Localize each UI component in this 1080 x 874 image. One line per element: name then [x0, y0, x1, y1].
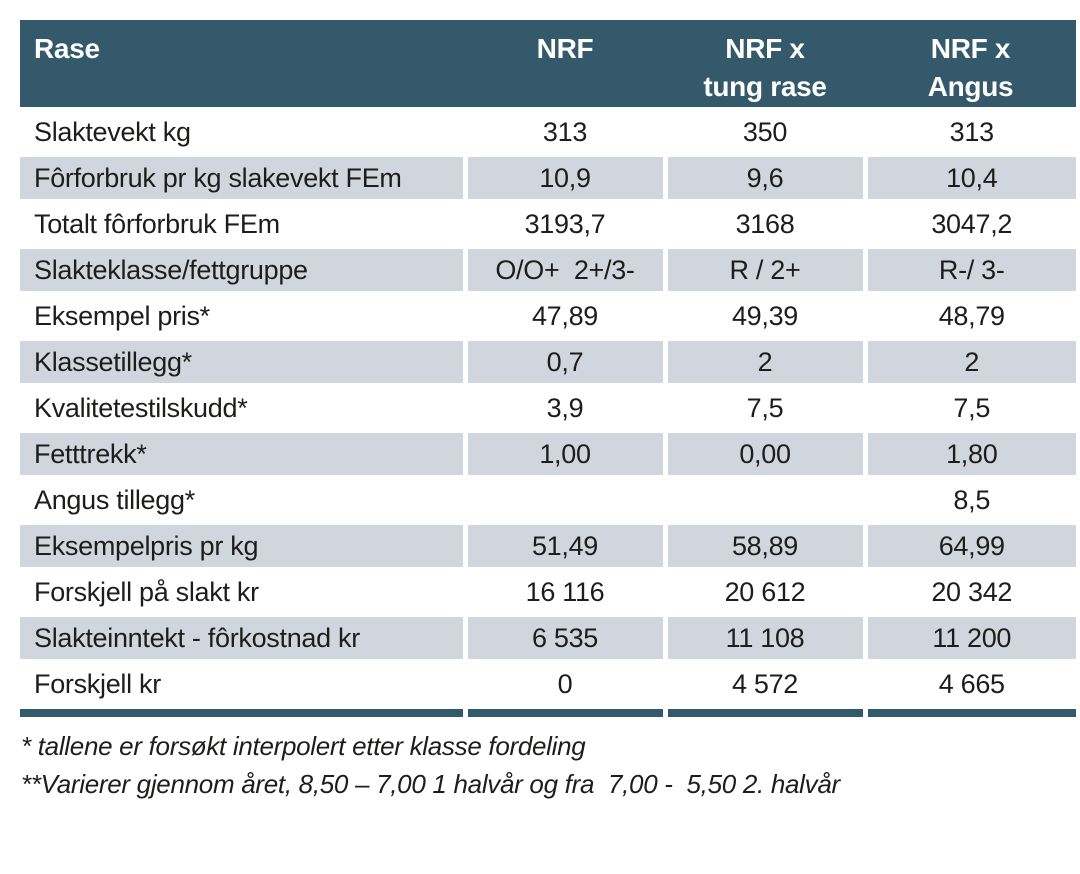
cell-value: 0,7 [462, 337, 665, 385]
column-header-nrf-angus: NRF x Angus [865, 20, 1076, 109]
cell-value: 0,00 [662, 429, 865, 477]
cell-value: 10,9 [462, 153, 665, 201]
cell-value: 20 342 [862, 567, 1076, 615]
footnote-1: * tallene er forsøkt interpolert etter k… [21, 731, 586, 761]
header-label: Rase [34, 33, 100, 64]
cell-value: 4 665 [862, 659, 1076, 707]
column-header-rase: Rase [20, 20, 465, 109]
row-label: Slakteinntekt - fôrkostnad kr [20, 613, 465, 661]
cell-value: 6 535 [462, 613, 665, 661]
rule-segment [662, 705, 865, 717]
table-row: Fetttrekk* 1,00 0,00 1,80 [20, 429, 1076, 477]
table-row: Kvalitetestilskudd* 3,9 7,5 7,5 [20, 383, 1076, 431]
cell-value: 2 [662, 337, 865, 385]
row-label: Eksempel pris* [20, 291, 465, 339]
row-label: Slaktevekt kg [20, 107, 465, 155]
cell-value: 11 108 [662, 613, 865, 661]
cell-value: 16 116 [462, 567, 665, 615]
cell-value: 8,5 [862, 475, 1076, 523]
row-label: Angus tillegg* [20, 475, 465, 523]
cell-value: 47,89 [462, 291, 665, 339]
cell-value: R-/ 3- [862, 245, 1076, 293]
table-row: Fôrforbruk pr kg slakevekt FEm 10,9 9,6 … [20, 153, 1076, 201]
cell-value: 0 [462, 659, 665, 707]
cell-value: 3168 [662, 199, 865, 247]
row-label: Slakteklasse/fettgruppe [20, 245, 465, 293]
rule-segment [862, 705, 1076, 717]
cell-value: 3047,2 [862, 199, 1076, 247]
table-row: Forskjell på slakt kr 16 116 20 612 20 3… [20, 567, 1076, 615]
cell-value: 313 [462, 107, 665, 155]
cell-value: 7,5 [662, 383, 865, 431]
row-label: Fetttrekk* [20, 429, 465, 477]
header-label: tung rase [703, 71, 827, 102]
cell-value [462, 475, 665, 523]
cell-value: 313 [862, 107, 1076, 155]
cell-value [662, 475, 865, 523]
rule-segment [462, 705, 665, 717]
column-header-nrf: NRF [465, 20, 665, 109]
cell-value: 7,5 [862, 383, 1076, 431]
row-label: Forskjell kr [20, 659, 465, 707]
table-row: Slakteklasse/fettgruppe O/O+ 2+/3- R / 2… [20, 245, 1076, 293]
footnote-2: **Varierer gjennom året, 8,50 – 7,00 1 h… [21, 769, 840, 799]
table-row: Angus tillegg* 8,5 [20, 475, 1076, 523]
cell-value: 20 612 [662, 567, 865, 615]
table-row: Eksempel pris* 47,89 49,39 48,79 [20, 291, 1076, 339]
header-row: Rase NRF NRF x tung rase NRF x Angus [20, 20, 1076, 109]
rule-segment [20, 705, 465, 717]
cell-value: R / 2+ [662, 245, 865, 293]
column-header-nrf-tung-rase: NRF x tung rase [665, 20, 865, 109]
cell-value: 11 200 [862, 613, 1076, 661]
cell-value: 51,49 [462, 521, 665, 569]
cell-value: 48,79 [862, 291, 1076, 339]
breed-comparison-table: Rase NRF NRF x tung rase NRF x Angus Slakt… [20, 20, 1076, 717]
row-label: Forskjell på slakt kr [20, 567, 465, 615]
table-row: Slakteinntekt - fôrkostnad kr 6 535 11 1… [20, 613, 1076, 661]
row-label: Totalt fôrforbruk FEm [20, 199, 465, 247]
cell-value: 58,89 [662, 521, 865, 569]
header-label: NRF x [725, 33, 805, 64]
header-label: Angus [927, 71, 1014, 102]
row-label: Klassetillegg* [20, 337, 465, 385]
row-label: Kvalitetestilskudd* [20, 383, 465, 431]
cell-value: 9,6 [662, 153, 865, 201]
cell-value: 3193,7 [462, 199, 665, 247]
cell-value: 350 [662, 107, 865, 155]
cell-value: 2 [862, 337, 1076, 385]
table-row: Forskjell kr 0 4 572 4 665 [20, 659, 1076, 707]
cell-value: 10,4 [862, 153, 1076, 201]
cell-value: 1,00 [462, 429, 665, 477]
row-label: Fôrforbruk pr kg slakevekt FEm [20, 153, 465, 201]
table-row: Totalt fôrforbruk FEm 3193,7 3168 3047,2 [20, 199, 1076, 247]
cell-value: 49,39 [662, 291, 865, 339]
cell-value: 4 572 [662, 659, 865, 707]
cell-value: O/O+ 2+/3- [462, 245, 665, 293]
table-row: Eksempelpris pr kg 51,49 58,89 64,99 [20, 521, 1076, 569]
header-label: NRF x [930, 33, 1011, 64]
page: Rase NRF NRF x tung rase NRF x Angus Slakt… [20, 20, 1080, 803]
table-bottom-rule [20, 705, 1076, 717]
header-label: NRF [536, 33, 594, 64]
table-row: Klassetillegg* 0,7 2 2 [20, 337, 1076, 385]
cell-value: 64,99 [862, 521, 1076, 569]
cell-value: 1,80 [862, 429, 1076, 477]
table-row: Slaktevekt kg 313 350 313 [20, 107, 1076, 155]
row-label: Eksempelpris pr kg [20, 521, 465, 569]
footnotes: * tallene er forsøkt interpolert etter k… [21, 727, 1080, 803]
cell-value: 3,9 [462, 383, 665, 431]
